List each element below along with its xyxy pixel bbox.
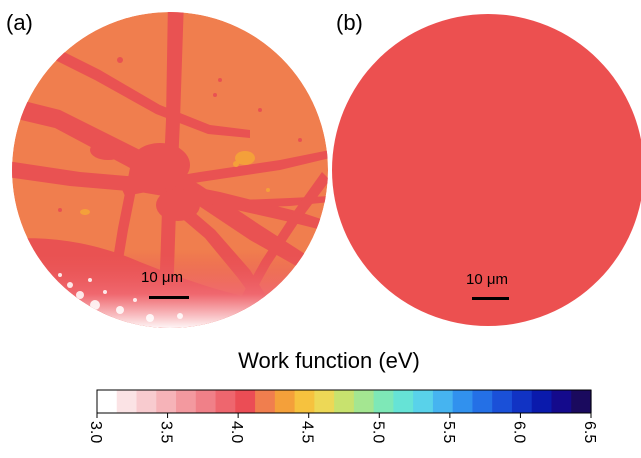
colorbar-cell	[551, 390, 572, 413]
colorbar-title: Work function (eV)	[238, 348, 420, 373]
colorbar-ticks: 3.0 3.5 4.0 4.5 5.0 5.5 6.0 6.5	[87, 413, 598, 443]
colorbar-cell	[195, 390, 217, 413]
colorbar-tick-label: 6.5	[581, 421, 598, 443]
colorbar-cell	[136, 390, 157, 413]
panel-b-label: (b)	[336, 10, 363, 35]
colorbar-cell	[432, 390, 454, 413]
colorbar-cell	[314, 390, 335, 413]
panel-b-map	[332, 14, 641, 326]
colorbar-cell	[511, 390, 533, 413]
colorbar-tick-label: 4.0	[228, 421, 245, 443]
colorbar-cell	[156, 390, 177, 413]
colorbar-tick-label: 4.5	[299, 421, 316, 443]
panel-a: (a)	[6, 10, 328, 328]
colorbar-cell	[393, 390, 414, 413]
colorbar-cell	[413, 390, 434, 413]
panel-a-scale-bar	[149, 296, 189, 299]
colorbar-cell	[255, 390, 276, 413]
panel-b-scale-bar	[472, 297, 509, 300]
colorbar-cell	[274, 390, 296, 413]
panel-b-scale-label: 10 μm	[466, 271, 508, 288]
colorbar-frame	[96, 389, 592, 414]
panel-a-scale-label: 10 μm	[141, 269, 183, 286]
colorbar-cell	[176, 390, 197, 413]
colorbar-tick-label: 6.0	[510, 421, 527, 443]
colorbar-cell	[215, 390, 236, 413]
colorbar-cell	[472, 390, 493, 413]
colorbar-cell	[235, 390, 256, 413]
colorbar-cell	[116, 390, 138, 413]
colorbar-cells	[97, 390, 592, 413]
colorbar-tick-label: 3.0	[87, 421, 104, 443]
panel-b: (b) 10 μm	[332, 10, 641, 326]
colorbar-cell	[492, 390, 513, 413]
colorbar-cell	[97, 390, 118, 413]
colorbar: Work function (eV) 3.0 3.5 4.0 4.5 5.0 5.5 6.0…	[87, 348, 598, 443]
colorbar-cell	[334, 390, 355, 413]
colorbar-cell	[571, 390, 592, 413]
colorbar-cell	[531, 390, 553, 413]
colorbar-cell	[353, 390, 375, 413]
panel-a-label: (a)	[6, 10, 33, 35]
colorbar-cell	[294, 390, 315, 413]
colorbar-tick-label: 5.0	[369, 421, 386, 443]
colorbar-cell	[373, 390, 394, 413]
colorbar-tick-label: 5.5	[440, 421, 457, 443]
colorbar-cell	[452, 390, 474, 413]
colorbar-tick-label: 3.5	[158, 421, 175, 443]
